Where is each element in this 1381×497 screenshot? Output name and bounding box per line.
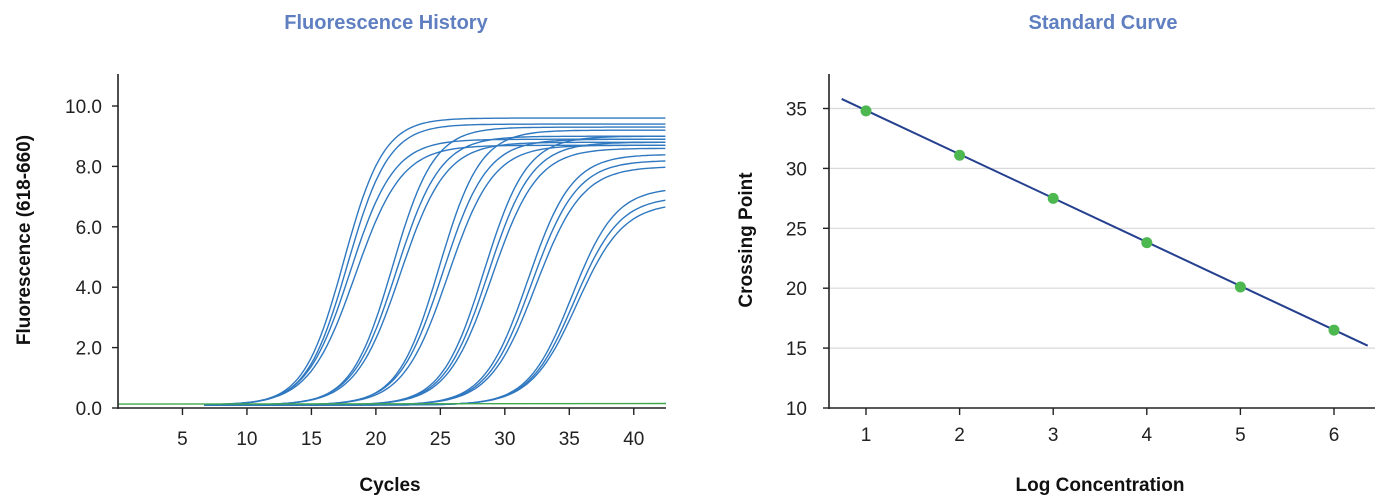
fluorescence-series-line (204, 135, 666, 406)
standard-curve-point (1234, 281, 1246, 293)
fluorescence-y-tick-label: 2.0 (76, 339, 102, 360)
fluorescence-y-ticks: 0.0 2.0 4.0 6.0 8.0 10.0 (65, 97, 118, 420)
fluorescence-x-tick-label: 30 (494, 429, 515, 450)
fluorescence-x-tick-label: 15 (301, 429, 322, 450)
fluorescence-series-line (204, 138, 666, 406)
standard-curve-fit-line (841, 98, 1369, 347)
fluorescence-series-line (204, 141, 666, 406)
fluorescence-x-tick-label: 20 (365, 429, 386, 450)
fluorescence-chart: Fluorescence History Cycles Fluorescence… (14, 12, 667, 496)
standard-curve-x-tick-label: 3 (1048, 425, 1059, 446)
fluorescence-chart-title: Fluorescence History (284, 12, 488, 34)
fluorescence-series-line (117, 402, 667, 405)
fluorescence-series-line (204, 147, 666, 406)
standard-curve-x-tick-label: 5 (1235, 425, 1246, 446)
standard-curve-y-tick-label: 20 (786, 279, 807, 300)
fluorescence-y-tick-label: 8.0 (76, 157, 102, 178)
standard-curve-x-tick-label: 1 (861, 425, 872, 446)
fluorescence-x-axis-label: Cycles (359, 475, 420, 496)
standard-curve-point (1141, 237, 1153, 249)
standard-curve-x-tick-label: 6 (1329, 425, 1340, 446)
fluorescence-series-line (204, 117, 666, 406)
fluorescence-series-line (204, 126, 666, 406)
fluorescence-y-tick-label: 4.0 (76, 278, 102, 299)
standard-curve-fit (841, 98, 1369, 347)
standard-curve-y-tick-label: 15 (786, 339, 807, 360)
standard-curve-y-tick-label: 30 (786, 159, 807, 180)
fluorescence-curves (117, 117, 667, 406)
fluorescence-series-line (204, 166, 666, 406)
standard-curve-point (954, 149, 966, 161)
standard-curve-title: Standard Curve (1029, 12, 1178, 34)
standard-curve-x-ticks: 1 2 3 4 5 6 (861, 408, 1340, 446)
standard-curve-x-tick-label: 4 (1142, 425, 1153, 446)
fluorescence-x-tick-label: 40 (623, 429, 644, 450)
fluorescence-series-line (204, 141, 666, 406)
fluorescence-series-line (204, 206, 666, 406)
standard-curve-y-axis-label: Crossing Point (736, 172, 757, 308)
standard-curve-point (1328, 324, 1340, 336)
fluorescence-series-line (204, 199, 666, 406)
fluorescence-series-line (204, 129, 666, 406)
standard-curve-y-tick-label: 35 (786, 100, 807, 121)
fluorescence-series-line (204, 144, 666, 406)
standard-curve-points (860, 105, 1340, 336)
fluorescence-series-line (204, 138, 666, 406)
standard-curve-y-ticks: 10 15 20 25 30 35 (786, 100, 829, 420)
fluorescence-y-tick-label: 10.0 (65, 97, 102, 118)
fluorescence-series-line (204, 144, 666, 406)
fluorescence-x-tick-label: 5 (177, 429, 188, 450)
fluorescence-x-tick-label: 35 (559, 429, 580, 450)
standard-curve-point (1047, 192, 1059, 204)
standard-curve-x-tick-label: 2 (954, 425, 965, 446)
fluorescence-x-ticks: 5 10 15 20 25 30 35 40 (177, 408, 644, 450)
fluorescence-y-tick-label: 0.0 (76, 399, 102, 420)
standard-curve-y-tick-label: 25 (786, 219, 807, 240)
standard-curve-gridlines (829, 107, 1375, 349)
fluorescence-y-tick-label: 6.0 (76, 218, 102, 239)
standard-curve-point (860, 105, 872, 117)
standard-curve-chart: Standard Curve Log Concentration Crossin… (736, 12, 1375, 496)
fluorescence-y-axis-label: Fluorescence (618-660) (14, 135, 35, 345)
fluorescence-x-tick-label: 10 (236, 429, 257, 450)
fluorescence-x-tick-label: 25 (430, 429, 451, 450)
standard-curve-x-axis-label: Log Concentration (1016, 475, 1185, 496)
standard-curve-y-tick-label: 10 (786, 399, 807, 420)
